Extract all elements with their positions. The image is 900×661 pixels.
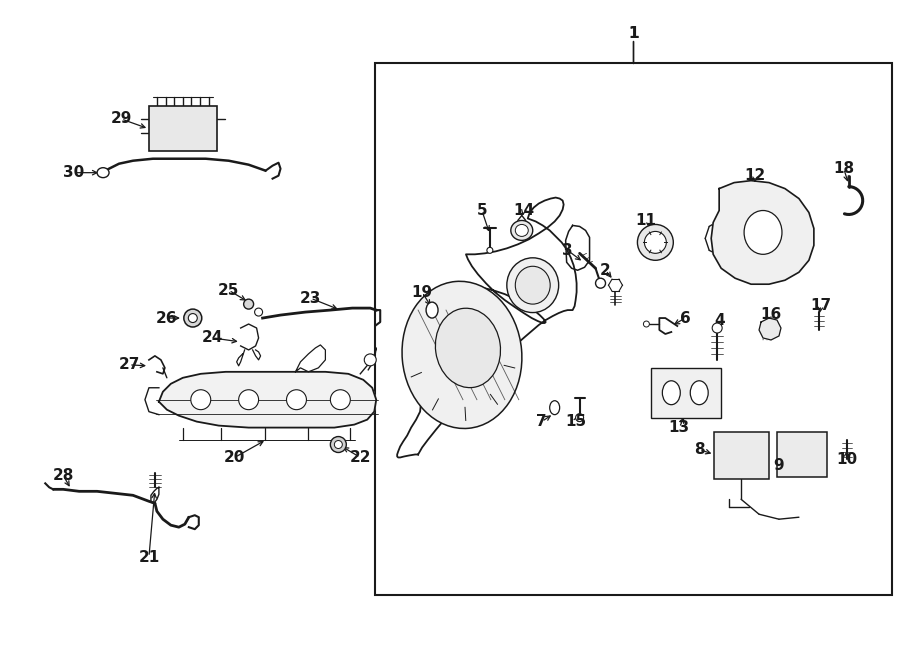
- Ellipse shape: [550, 401, 560, 414]
- Circle shape: [286, 390, 306, 410]
- Text: 11: 11: [634, 213, 656, 228]
- Text: 10: 10: [836, 452, 858, 467]
- Text: 8: 8: [694, 442, 705, 457]
- Ellipse shape: [662, 381, 680, 405]
- Ellipse shape: [637, 225, 673, 260]
- Text: 6: 6: [680, 311, 690, 326]
- Text: 24: 24: [202, 330, 223, 346]
- Text: 14: 14: [513, 203, 535, 218]
- FancyBboxPatch shape: [652, 368, 721, 418]
- Text: 2: 2: [600, 263, 611, 278]
- Text: 17: 17: [810, 297, 832, 313]
- Ellipse shape: [244, 299, 254, 309]
- Ellipse shape: [436, 308, 500, 387]
- Text: 29: 29: [111, 112, 131, 126]
- Text: 7: 7: [536, 414, 547, 429]
- Ellipse shape: [516, 225, 528, 237]
- Ellipse shape: [97, 168, 109, 178]
- Polygon shape: [159, 372, 376, 428]
- Ellipse shape: [426, 302, 438, 318]
- Text: 13: 13: [669, 420, 690, 435]
- Ellipse shape: [184, 309, 202, 327]
- Ellipse shape: [511, 221, 533, 241]
- FancyBboxPatch shape: [375, 63, 892, 595]
- Text: 18: 18: [833, 161, 854, 176]
- Circle shape: [576, 414, 583, 422]
- FancyBboxPatch shape: [715, 432, 769, 479]
- Text: 12: 12: [744, 168, 766, 183]
- Ellipse shape: [402, 282, 522, 428]
- Text: 30: 30: [62, 165, 84, 180]
- Ellipse shape: [330, 436, 346, 453]
- Text: 16: 16: [760, 307, 781, 321]
- Ellipse shape: [507, 258, 559, 313]
- Ellipse shape: [744, 210, 782, 254]
- Circle shape: [644, 321, 650, 327]
- Circle shape: [364, 354, 376, 366]
- Ellipse shape: [690, 381, 708, 405]
- Ellipse shape: [335, 440, 342, 449]
- Text: 27: 27: [118, 358, 140, 372]
- Text: 4: 4: [714, 313, 724, 328]
- Text: 3: 3: [562, 243, 573, 258]
- Circle shape: [238, 390, 258, 410]
- Circle shape: [712, 323, 722, 333]
- Circle shape: [330, 390, 350, 410]
- Text: 23: 23: [300, 291, 321, 305]
- Ellipse shape: [255, 308, 263, 316]
- Text: 1: 1: [628, 26, 639, 41]
- Text: 15: 15: [565, 414, 586, 429]
- Polygon shape: [711, 180, 814, 284]
- Circle shape: [596, 278, 606, 288]
- Ellipse shape: [188, 313, 197, 323]
- FancyBboxPatch shape: [777, 432, 827, 477]
- Text: 25: 25: [218, 283, 239, 297]
- Text: 26: 26: [156, 311, 177, 326]
- Text: 22: 22: [349, 450, 371, 465]
- Text: 5: 5: [477, 203, 487, 218]
- Circle shape: [487, 247, 493, 253]
- Ellipse shape: [516, 266, 550, 304]
- Circle shape: [191, 390, 211, 410]
- Text: 28: 28: [52, 468, 74, 483]
- Polygon shape: [759, 318, 781, 340]
- Ellipse shape: [644, 231, 666, 253]
- FancyBboxPatch shape: [148, 106, 217, 151]
- Text: 19: 19: [411, 285, 433, 299]
- Text: 20: 20: [224, 450, 246, 465]
- Text: 21: 21: [139, 549, 159, 564]
- Text: 1: 1: [628, 26, 639, 41]
- Text: 9: 9: [774, 458, 784, 473]
